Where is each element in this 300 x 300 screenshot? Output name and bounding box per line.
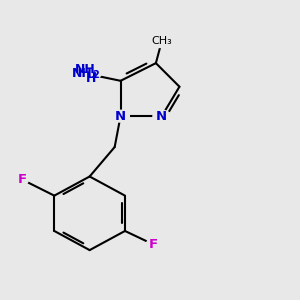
Ellipse shape bbox=[69, 66, 101, 80]
Ellipse shape bbox=[146, 238, 159, 250]
Ellipse shape bbox=[153, 110, 171, 122]
Text: N: N bbox=[115, 110, 126, 123]
Text: N: N bbox=[156, 110, 167, 123]
Ellipse shape bbox=[112, 110, 129, 122]
Ellipse shape bbox=[15, 174, 28, 185]
Text: NH₂: NH₂ bbox=[72, 67, 98, 80]
Text: 2: 2 bbox=[92, 70, 99, 80]
Ellipse shape bbox=[148, 34, 176, 47]
Text: NH: NH bbox=[75, 63, 96, 76]
Text: F: F bbox=[17, 173, 26, 186]
Text: CH₃: CH₃ bbox=[152, 36, 172, 46]
Text: F: F bbox=[148, 238, 158, 251]
Text: H: H bbox=[86, 72, 96, 85]
